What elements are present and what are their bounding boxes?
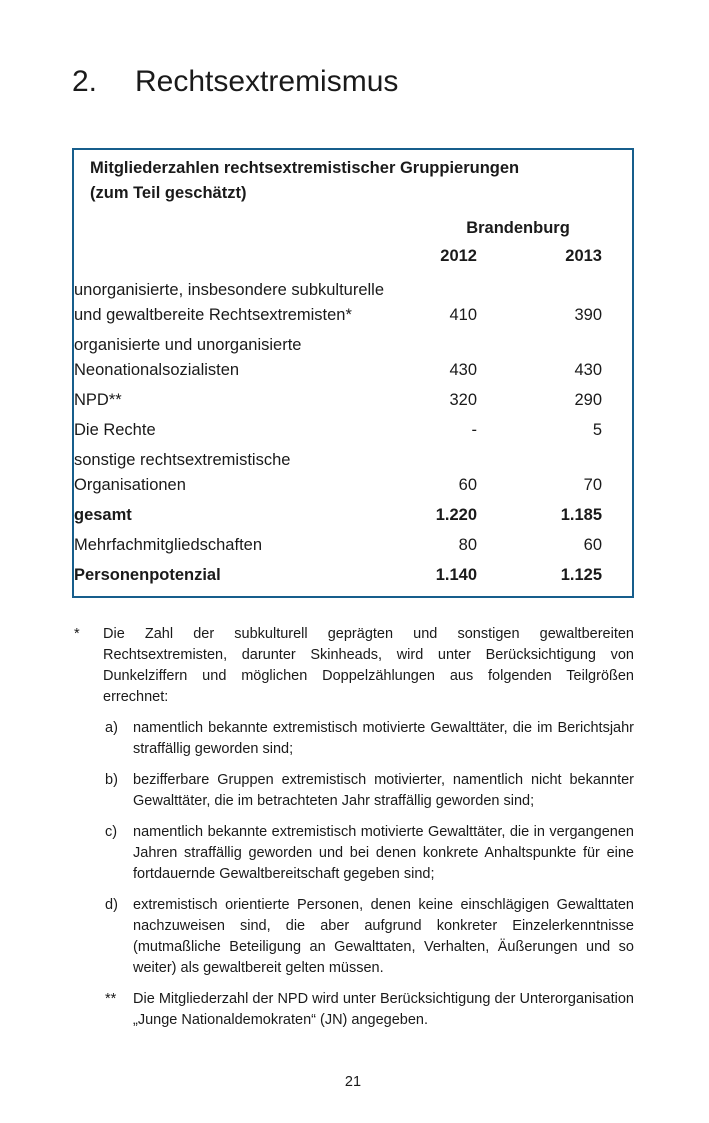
row-label: Die Rechte (74, 421, 156, 439)
row-label: Personenpotenzial (74, 566, 221, 584)
table-region-header-row: Brandenburg (74, 206, 632, 241)
table-title-line2: (zum Teil geschätzt) (90, 184, 247, 202)
chapter-title: Rechtsextremismus (135, 65, 399, 98)
row-label: unorganisierte, insbesondere subkulturel… (74, 281, 385, 324)
value-2013: 1.125 (560, 566, 602, 584)
page-content: 2. Rechtsextremismus Mitgliederzahlen re… (72, 0, 634, 1031)
value-2013: 430 (574, 361, 602, 379)
value-2012: 60 (458, 476, 477, 494)
footnote: * Die Zahl der subkulturell geprägten un… (74, 624, 634, 708)
value-2013: 1.185 (560, 506, 602, 524)
membership-table: Brandenburg 2012 2013 unorganisierte, in… (74, 206, 632, 588)
chapter-heading: 2. Rechtsextremismus (72, 62, 634, 102)
row-label: NPD** (74, 391, 122, 409)
footnote-text: extremistisch orientierte Personen, dene… (133, 897, 634, 976)
footnote-marker: * (74, 626, 80, 642)
footnote-marker: c) (105, 824, 118, 840)
footnote-marker: d) (105, 897, 118, 913)
chapter-number: 2. (72, 65, 98, 98)
value-2013: 5 (592, 421, 602, 439)
footnote-list-item: b) bezifferbare Gruppen extremistisch mo… (105, 770, 634, 812)
table-row: Mehrfachmitgliedschaften 80 60 (74, 528, 632, 558)
value-2012: 1.140 (435, 566, 477, 584)
footnote-text: bezifferbare Gruppen extremistisch motiv… (133, 772, 634, 809)
table-row: Die Rechte - 5 (74, 413, 632, 443)
footnote-list-item: d) extremistisch orientierte Personen, d… (105, 895, 634, 979)
row-label: Mehrfachmitgliedschaften (74, 536, 263, 554)
table-row: organisierte und unorganisierte Neonatio… (74, 328, 632, 383)
value-2013: 60 (583, 536, 602, 554)
table-year-header-row: 2012 2013 (74, 241, 632, 269)
row-label: organisierte und unorganisierte Neonatio… (74, 336, 302, 379)
value-2012: 80 (458, 536, 477, 554)
year-header-2013: 2013 (565, 247, 602, 265)
value-2012: 1.220 (435, 506, 477, 524)
value-2013: 70 (583, 476, 602, 494)
footnote-text: namentlich bekannte extremistisch motivi… (133, 824, 634, 882)
footnote: ** Die Mitgliederzahl der NPD wird unter… (105, 989, 634, 1031)
footnote-text: Die Zahl der subkulturell geprägten und … (103, 626, 634, 705)
value-2012: 430 (449, 361, 477, 379)
value-2012: 410 (449, 306, 477, 324)
footnote-list-item: a) namentlich bekannte extremistisch mot… (105, 718, 634, 760)
footnote-text: namentlich bekannte extremistisch motivi… (133, 720, 634, 757)
table-row-total: Personenpotenzial 1.140 1.125 (74, 558, 632, 588)
footnotes-section: * Die Zahl der subkulturell geprägten un… (72, 624, 634, 1031)
region-header: Brandenburg (466, 219, 570, 237)
empty-cell (74, 206, 387, 241)
table-row: sonstige rechtsextremistische Organisati… (74, 443, 632, 498)
value-2013: 390 (574, 306, 602, 324)
table-title-line1: Mitgliederzahlen rechtsextremistischer G… (90, 159, 520, 177)
footnote-list-item: c) namentlich bekannte extremistisch mot… (105, 822, 634, 885)
footnote-marker: ** (105, 991, 117, 1007)
row-label: gesamt (74, 506, 132, 524)
page-number: 21 (344, 1074, 362, 1090)
footnote-marker: b) (105, 772, 118, 788)
empty-cell (74, 241, 387, 269)
membership-table-box: Mitgliederzahlen rechtsextremistischer G… (72, 148, 634, 598)
value-2013: 290 (574, 391, 602, 409)
year-header-2012: 2012 (440, 247, 477, 265)
table-row: NPD** 320 290 (74, 383, 632, 413)
table-row-total: gesamt 1.220 1.185 (74, 498, 632, 528)
footnote-text: Die Mitgliederzahl der NPD wird unter Be… (133, 991, 634, 1028)
value-2012: 320 (449, 391, 477, 409)
value-2012: - (471, 421, 478, 439)
row-label: sonstige rechtsextremistische Organisati… (74, 451, 291, 494)
table-row: unorganisierte, insbesondere subkulturel… (74, 269, 632, 328)
footnote-marker: a) (105, 720, 118, 736)
